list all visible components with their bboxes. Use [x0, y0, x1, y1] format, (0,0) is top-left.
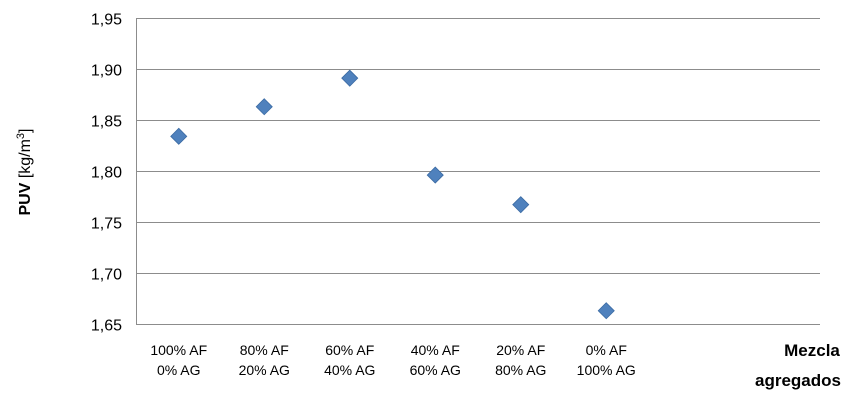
y-tick-label: 1,75	[91, 216, 122, 233]
x-axis-label-line-1: Mezcla	[784, 341, 840, 360]
y-tick-label: 1,70	[91, 267, 122, 284]
data-point	[512, 196, 530, 214]
y-axis-label-unit: [kg/m	[17, 139, 34, 183]
x-category-label: 20% AF	[496, 342, 545, 358]
x-category-label: 80% AF	[240, 342, 289, 358]
data-point	[597, 302, 615, 320]
y-tick-label: 1,85	[91, 114, 122, 131]
axes	[136, 18, 820, 325]
x-axis-label-line-2: agregados	[755, 371, 841, 390]
y-tick-label: 1,80	[91, 165, 122, 182]
x-category-label: 80% AG	[495, 362, 546, 378]
gridlines	[136, 18, 820, 274]
y-axis-label-unit-close: ]	[17, 128, 34, 132]
x-category-label: 0% AF	[586, 342, 627, 358]
data-point	[170, 127, 188, 145]
data-point	[341, 69, 359, 87]
data-point	[426, 166, 444, 184]
y-tick-label: 1,65	[91, 318, 122, 335]
y-tick-labels: 1,65 1,70 1,75 1,80 1,85 1,90 1,95	[91, 12, 122, 335]
x-category-label: 40% AG	[324, 362, 375, 378]
y-tick-label: 1,90	[91, 63, 122, 80]
x-category-label: 0% AG	[157, 362, 201, 378]
x-category-labels: 100% AF 0% AG 80% AF 20% AG 60% AF 40% AG 40% …	[150, 342, 635, 378]
x-category-label: 100% AG	[577, 362, 636, 378]
data-point	[255, 98, 273, 116]
y-axis-label: PUV [kg/m3]	[15, 128, 34, 215]
y-axis-label-unit-sup: 3	[15, 133, 27, 139]
x-category-label: 40% AF	[411, 342, 460, 358]
x-category-label: 60% AG	[410, 362, 461, 378]
x-category-label: 100% AF	[150, 342, 207, 358]
y-axis-label-main: PUV	[17, 182, 34, 215]
x-category-label: 60% AF	[325, 342, 374, 358]
x-category-label: 20% AG	[239, 362, 290, 378]
y-tick-label: 1,95	[91, 12, 122, 29]
data-points	[170, 69, 615, 320]
